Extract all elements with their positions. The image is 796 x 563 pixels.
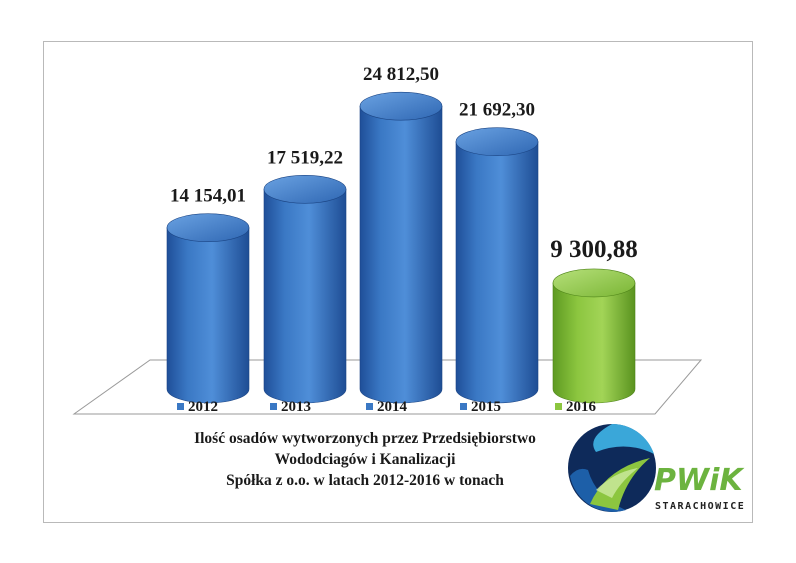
legend-swatch-2012 <box>177 403 184 410</box>
legend-swatch-2013 <box>270 403 277 410</box>
legend-label-2012: 2012 <box>188 399 218 415</box>
bar-body-2013 <box>263 188 347 404</box>
value-label-2016: 9 300,88 <box>550 236 638 263</box>
bar-2014: 24 812,50 <box>359 64 443 404</box>
bar-top-2014 <box>359 91 443 121</box>
bar-body-2015 <box>455 141 539 404</box>
legend: 2012 2013 2014 2015 2016 <box>177 399 597 415</box>
bar-body-2016 <box>552 282 636 404</box>
bar-2012: 14 154,01 <box>166 186 250 404</box>
caption-line-2: Wododciagów i Kanalizacji <box>274 451 456 468</box>
legend-swatch-2014 <box>366 403 373 410</box>
legend-label-2013: 2013 <box>281 399 311 415</box>
bars-group: 14 154,01 17 519,22 24 812,50 21 692,30 9 30… <box>166 64 638 404</box>
caption-line-3: Spółka z o.o. w latach 2012-2016 w tonac… <box>226 472 504 489</box>
logo-subtitle: STARACHOWICE <box>655 501 745 512</box>
legend-swatch-2015 <box>460 403 467 410</box>
legend-label-2016: 2016 <box>566 399 597 415</box>
value-label-2015: 21 692,30 <box>459 100 535 121</box>
chart-caption: Ilość osadów wytworzonych przez Przedsię… <box>95 428 635 491</box>
value-label-2013: 17 519,22 <box>267 147 343 168</box>
pwik-logo: PWiK STARACHOWICE <box>568 423 745 512</box>
bar-top-2016 <box>552 268 636 298</box>
value-label-2012: 14 154,01 <box>170 186 246 207</box>
pwik-logo-icon <box>568 423 656 512</box>
value-label-2014: 24 812,50 <box>363 64 439 85</box>
bar-top-2013 <box>263 174 347 204</box>
bar-2016: 9 300,88 <box>550 236 638 404</box>
bar-top-2015 <box>455 127 539 157</box>
bar-body-2012 <box>166 227 250 404</box>
bar-2013: 17 519,22 <box>263 147 347 404</box>
bar-top-2012 <box>166 213 250 242</box>
caption-line-1: Ilość osadów wytworzonych przez Przedsię… <box>194 430 536 447</box>
logo-name: PWiK <box>654 463 745 498</box>
legend-label-2014: 2014 <box>377 399 408 415</box>
legend-label-2015: 2015 <box>471 399 501 415</box>
bar-body-2014 <box>359 105 443 404</box>
bar-2015: 21 692,30 <box>455 100 539 404</box>
legend-swatch-2016 <box>555 403 562 410</box>
